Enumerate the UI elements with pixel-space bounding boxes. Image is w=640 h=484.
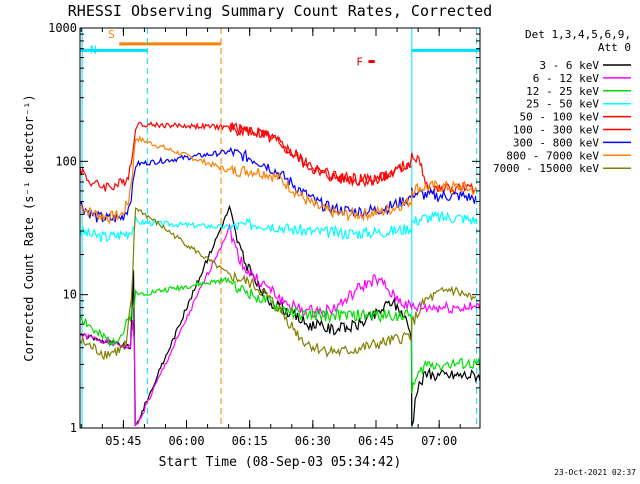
legend-label-3: 25 - 50 keV bbox=[526, 98, 599, 111]
series-line-2 bbox=[79, 276, 481, 394]
ticks-layer: 05:45 06:00 06:15 06:30 06:45 07:00 1 10 100 1000 bbox=[48, 21, 480, 448]
legend-header-detectors: Det 1,3,4,5,6,9, bbox=[525, 28, 631, 41]
legend-label-7: 800 - 7000 keV bbox=[506, 149, 599, 162]
y-tick-label-2: 100 bbox=[55, 154, 77, 168]
series-line-8 bbox=[79, 207, 477, 361]
flag-label-N-1: N bbox=[90, 43, 97, 56]
series-line-6 bbox=[79, 146, 477, 223]
legend-label-4: 50 - 100 keV bbox=[520, 111, 600, 124]
y-axis-label: Corrected Count Rate (s⁻¹ detector⁻¹) bbox=[22, 94, 36, 361]
series-line-0 bbox=[79, 204, 481, 427]
flags-layer: SNNF bbox=[80, 28, 480, 69]
flag-label-F-3: F bbox=[356, 56, 363, 69]
series-line-4 bbox=[79, 121, 477, 196]
y-tick-label-3: 1000 bbox=[48, 21, 77, 35]
series-line-1 bbox=[79, 223, 481, 427]
series-layer bbox=[79, 121, 481, 427]
chart-title: RHESSI Observing Summary Count Rates, Co… bbox=[68, 2, 492, 20]
x-axis-label: Start Time (08-Sep-03 05:34:42) bbox=[159, 455, 402, 470]
legend-label-2: 12 - 25 keV bbox=[526, 85, 599, 98]
x-tick-label-5: 07:00 bbox=[421, 434, 457, 448]
x-tick-label-3: 06:30 bbox=[295, 434, 331, 448]
series-line-3 bbox=[79, 209, 477, 243]
legend-label-6: 300 - 800 keV bbox=[513, 136, 599, 149]
flag-label-S-0: S bbox=[108, 28, 115, 41]
series-line-7 bbox=[79, 135, 477, 225]
series-line-5 bbox=[228, 122, 412, 188]
y-tick-label-0: 1 bbox=[70, 421, 77, 435]
legend-label-0: 3 - 6 keV bbox=[539, 59, 599, 72]
x-tick-label-2: 06:15 bbox=[232, 434, 268, 448]
plot-frame bbox=[79, 27, 481, 429]
legend-header-attenuator: Att 0 bbox=[598, 41, 631, 54]
timestamp: 23-Oct-2021 02:37 bbox=[554, 468, 636, 477]
x-tick-label-0: 05:45 bbox=[105, 434, 141, 448]
legend-label-1: 6 - 12 keV bbox=[533, 72, 600, 85]
x-tick-label-1: 06:00 bbox=[168, 434, 204, 448]
x-tick-label-4: 06:45 bbox=[358, 434, 394, 448]
plot-area: SNNF 05:4506:0006:1506:3006:4507:0011010… bbox=[48, 21, 481, 448]
legend-label-5: 100 - 300 keV bbox=[513, 124, 599, 137]
y-tick-label-1: 10 bbox=[63, 288, 77, 302]
legend-label-8: 7000 - 15000 keV bbox=[493, 162, 599, 175]
